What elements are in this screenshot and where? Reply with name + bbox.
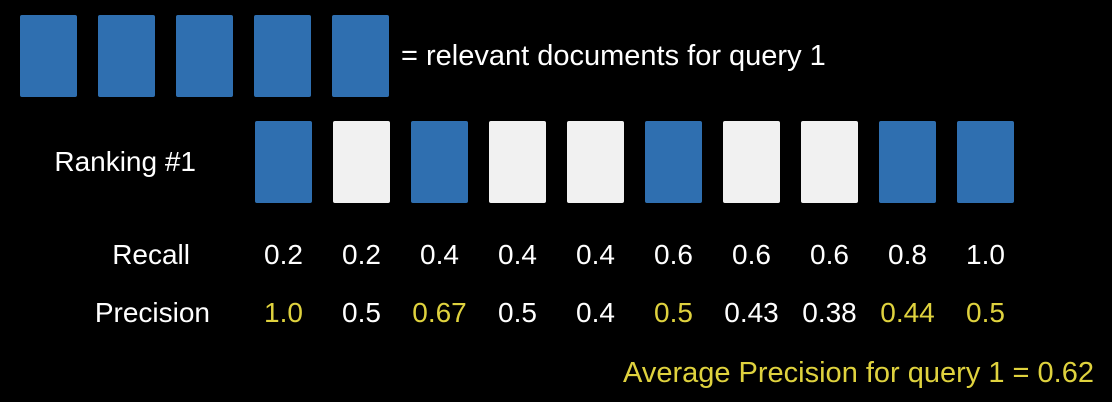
average-precision-text: Average Precision for query 1 = 0.62 — [623, 357, 1094, 389]
recall-label: Recall — [112, 239, 190, 270]
ranked-doc-4-irrelevant — [489, 121, 546, 203]
precision-value-5: 0.4 — [576, 297, 615, 328]
precision-value-2: 0.5 — [342, 297, 381, 328]
precision-value-1: 1.0 — [264, 297, 303, 328]
legend-doc-2 — [98, 15, 155, 97]
ranking-label: Ranking #1 — [54, 146, 196, 177]
precision-value-7: 0.43 — [724, 297, 779, 328]
recall-value-6: 0.6 — [654, 239, 693, 270]
precision-value-4: 0.5 — [498, 297, 537, 328]
ranked-doc-2-irrelevant — [333, 121, 390, 203]
precision-label: Precision — [94, 297, 210, 328]
recall-value-2: 0.2 — [342, 239, 381, 270]
precision-value-3: 0.67 — [412, 297, 467, 328]
legend-doc-1 — [20, 15, 77, 97]
precision-value-8: 0.38 — [802, 297, 857, 328]
legend-text: = relevant documents for query 1 — [401, 40, 826, 72]
recall-value-10: 1.0 — [966, 239, 1005, 270]
recall-value-9: 0.8 — [888, 239, 927, 270]
ranked-doc-6-relevant — [645, 121, 702, 203]
legend-doc-5 — [332, 15, 389, 97]
recall-value-8: 0.6 — [810, 239, 849, 270]
ranked-doc-1-relevant — [255, 121, 312, 203]
ranked-doc-8-irrelevant — [801, 121, 858, 203]
precision-value-10: 0.5 — [966, 297, 1005, 328]
legend-doc-3 — [176, 15, 233, 97]
recall-value-1: 0.2 — [264, 239, 303, 270]
recall-value-7: 0.6 — [732, 239, 771, 270]
ranked-doc-9-relevant — [879, 121, 936, 203]
ranked-doc-3-relevant — [411, 121, 468, 203]
ranked-doc-5-irrelevant — [567, 121, 624, 203]
precision-value-9: 0.44 — [880, 297, 935, 328]
ranked-doc-10-relevant — [957, 121, 1014, 203]
ranked-doc-7-irrelevant — [723, 121, 780, 203]
recall-value-4: 0.4 — [498, 239, 537, 270]
legend-doc-4 — [254, 15, 311, 97]
recall-value-5: 0.4 — [576, 239, 615, 270]
recall-value-3: 0.4 — [420, 239, 459, 270]
precision-value-6: 0.5 — [654, 297, 693, 328]
